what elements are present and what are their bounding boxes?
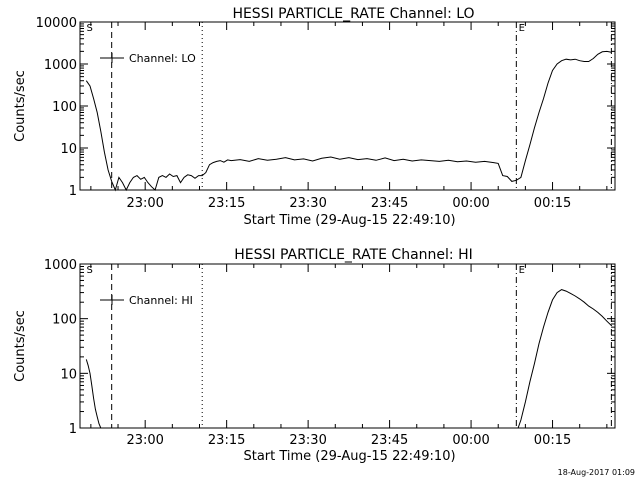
x-tick-label: 00:15 (534, 433, 571, 448)
series-line (85, 289, 612, 429)
footer-timestamp: 18-Aug-2017 01:09 (557, 468, 635, 477)
chart-title: HESSI PARTICLE_RATE Channel: HI (234, 247, 472, 263)
y-axis-label: Counts/sec (13, 70, 28, 142)
plot-frame (79, 21, 616, 191)
x-tick-label: 23:00 (126, 433, 163, 448)
marker-e: E (519, 23, 525, 34)
y-tick-label: 100 (52, 313, 77, 328)
marker-e: E (519, 265, 525, 276)
y-tick-label: 10 (60, 367, 77, 382)
panel-lo: HESSI PARTICLE_RATE Channel: LO Counts/se… (13, 6, 616, 228)
marker-s: S (87, 23, 93, 34)
x-tick-label: 23:45 (371, 433, 408, 448)
y-tick-label: 1000 (44, 258, 77, 273)
y-tick-label: 10000 (36, 16, 77, 31)
chart-title: HESSI PARTICLE_RATE Channel: LO (232, 6, 474, 22)
x-tick-label: 00:00 (452, 196, 489, 211)
y-axis-label: Counts/sec (13, 310, 28, 382)
x-axis-label: Start Time (29-Aug-15 22:49:10) (243, 449, 455, 464)
legend-label: Channel: HI (129, 294, 193, 307)
y-tick-label: 10 (60, 142, 77, 157)
x-tick-label: 23:30 (289, 433, 326, 448)
legend-label: Channel: LO (129, 52, 196, 65)
marker-s: S (87, 265, 93, 276)
series-line (85, 50, 612, 192)
x-tick-label: 23:15 (208, 196, 245, 211)
x-tick-label: 23:45 (371, 196, 408, 211)
y-tick-label: 1 (69, 184, 77, 199)
x-tick-label: 00:15 (534, 196, 571, 211)
x-tick-label: 23:30 (289, 196, 326, 211)
x-tick-label: 23:15 (208, 433, 245, 448)
x-axis-label: Start Time (29-Aug-15 22:49:10) (243, 213, 455, 228)
x-tick-label: 23:00 (126, 196, 163, 211)
x-tick-label: 00:00 (452, 433, 489, 448)
y-tick-label: 1 (69, 422, 77, 437)
y-tick-label: 100 (52, 100, 77, 115)
plot-frame (79, 263, 616, 429)
y-tick-label: 1000 (44, 58, 77, 73)
panel-hi: HESSI PARTICLE_RATE Channel: HI Counts/se… (13, 247, 616, 464)
